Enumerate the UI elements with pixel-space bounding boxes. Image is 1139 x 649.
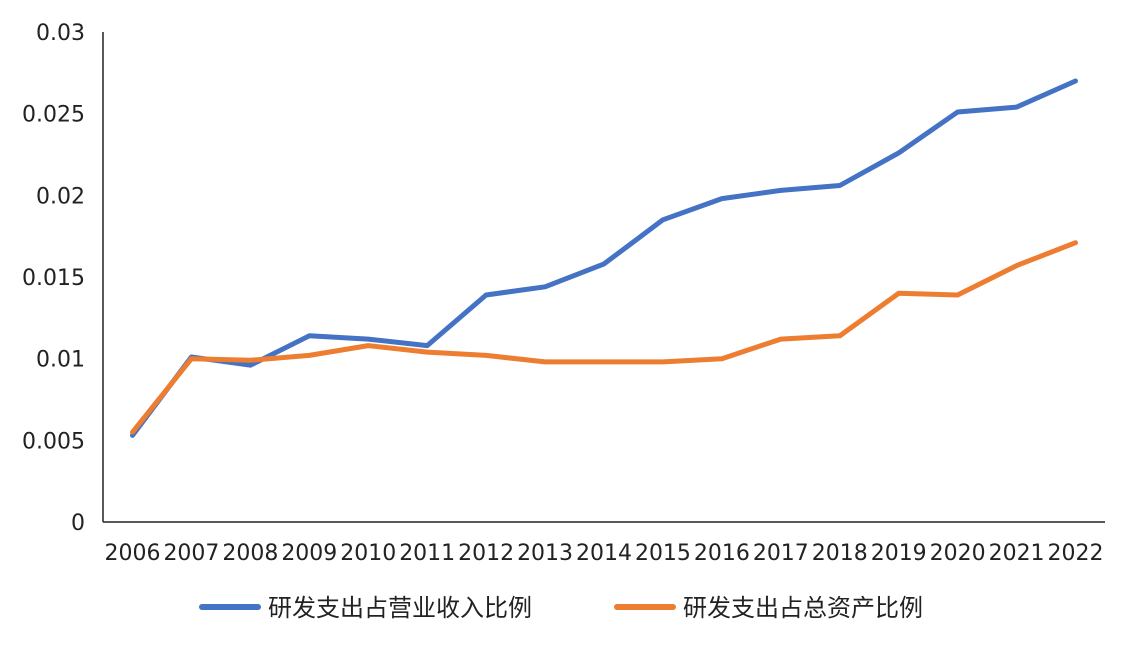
data-point — [130, 430, 135, 435]
x-tick-label: 2011 — [399, 541, 455, 566]
x-tick-label: 2022 — [1048, 541, 1104, 566]
data-point — [366, 337, 371, 342]
data-point — [1014, 105, 1019, 110]
y-tick-label: 0 — [71, 511, 85, 536]
data-point — [543, 284, 548, 289]
y-tick-label: 0.015 — [22, 266, 85, 291]
series-line-1 — [130, 78, 1078, 438]
data-point — [1014, 263, 1019, 268]
legend-label-2: 研发支出占总资产比例 — [683, 594, 923, 622]
data-point — [543, 359, 548, 364]
data-point — [955, 292, 960, 297]
y-tick-label: 0.02 — [36, 184, 85, 209]
data-point — [837, 183, 842, 188]
x-tick-label: 2007 — [163, 541, 219, 566]
data-point — [425, 343, 430, 348]
x-tick-label: 2010 — [340, 541, 396, 566]
x-tick-label: 2021 — [989, 541, 1045, 566]
data-point — [719, 196, 724, 201]
data-point — [1073, 79, 1078, 83]
data-point — [307, 333, 312, 338]
data-point — [248, 363, 253, 368]
data-point — [837, 333, 842, 338]
x-tick-label: 2006 — [105, 541, 161, 566]
data-point — [778, 188, 783, 193]
data-point — [660, 217, 665, 222]
x-tick-label: 2013 — [517, 541, 573, 566]
axes — [102, 32, 1105, 523]
legend-label-1: 研发支出占营业收入比例 — [268, 594, 532, 622]
x-tick-label: 2018 — [812, 541, 868, 566]
legend: 研发支出占营业收入比例 研发支出占总资产比例 — [199, 594, 923, 622]
data-point — [307, 353, 312, 358]
data-point — [366, 343, 371, 348]
data-point — [778, 337, 783, 342]
data-point — [955, 110, 960, 115]
data-point — [719, 356, 724, 361]
data-point — [660, 359, 665, 364]
x-tick-label: 2015 — [635, 541, 691, 566]
data-point — [896, 150, 901, 155]
x-tick-label: 2017 — [753, 541, 809, 566]
x-tick-label: 2012 — [458, 541, 514, 566]
data-point — [248, 358, 253, 363]
series-line-2 — [130, 240, 1078, 435]
x-tick-label: 2008 — [222, 541, 278, 566]
x-tick-labels: 2006 2007 2008 2009 2010 2011 2012 2013 2014 2015… — [105, 541, 1104, 566]
data-point — [484, 353, 489, 358]
x-tick-label: 2016 — [694, 541, 750, 566]
x-tick-label: 2014 — [576, 541, 632, 566]
x-tick-label: 2019 — [871, 541, 927, 566]
x-tick-label: 2020 — [930, 541, 986, 566]
y-tick-label: 0.03 — [36, 21, 85, 46]
data-point — [425, 350, 430, 355]
y-tick-label: 0.005 — [22, 429, 85, 454]
data-point — [484, 292, 489, 297]
y-tick-label: 0.01 — [36, 348, 85, 373]
data-point — [189, 356, 194, 361]
y-tick-label: 0.025 — [22, 103, 85, 128]
y-tick-labels: 0 0.005 0.01 0.015 0.02 0.025 0.03 — [22, 21, 85, 536]
series-lines — [130, 78, 1078, 438]
data-point — [602, 359, 606, 364]
data-point — [602, 261, 606, 266]
x-tick-label: 2009 — [281, 541, 337, 566]
data-point — [1073, 240, 1078, 245]
data-point — [896, 291, 901, 296]
